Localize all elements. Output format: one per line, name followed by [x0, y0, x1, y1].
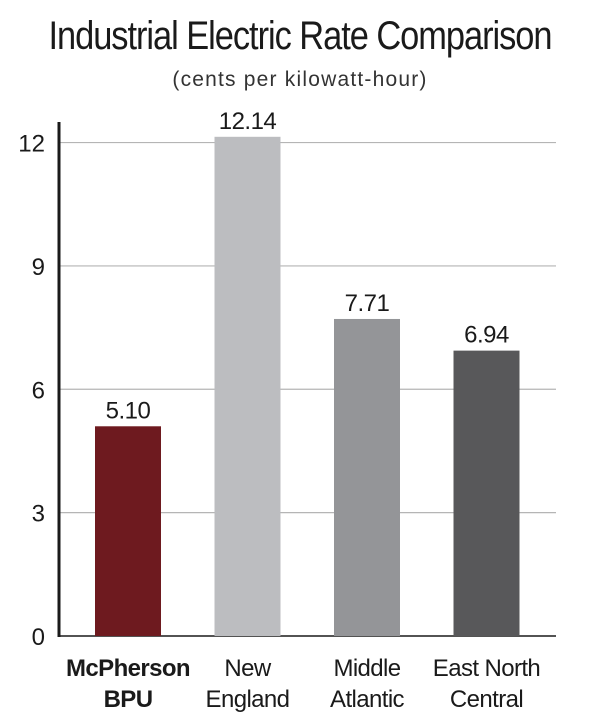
bar: [95, 426, 161, 636]
x-tick-label: Central: [450, 686, 523, 713]
y-tick-label: 6: [32, 377, 45, 404]
data-label: 12.14: [219, 108, 277, 135]
chart-title: Industrial Electric Rate Comparison: [48, 14, 552, 58]
chart-subtitle: (cents per kilowatt-hour): [172, 68, 428, 91]
bar: [453, 350, 520, 636]
x-tick-label: Middle: [333, 655, 400, 682]
y-tick-label: 9: [32, 254, 45, 281]
bar: [334, 318, 400, 636]
bar: [214, 136, 281, 636]
y-tick-label: 0: [32, 624, 45, 651]
x-tick-label: BPU: [104, 686, 153, 713]
x-tick-label: East North: [433, 655, 540, 682]
data-label: 6.94: [464, 322, 509, 349]
data-label: 5.10: [106, 397, 151, 424]
x-tick-label: Atlantic: [330, 686, 405, 713]
y-tick-label: 12: [18, 131, 45, 158]
data-label: 7.71: [345, 290, 390, 317]
x-tick-label: New: [224, 655, 271, 682]
x-tick-label: McPherson: [66, 655, 190, 682]
x-tick-label: England: [206, 686, 290, 713]
y-tick-label: 3: [32, 501, 45, 528]
